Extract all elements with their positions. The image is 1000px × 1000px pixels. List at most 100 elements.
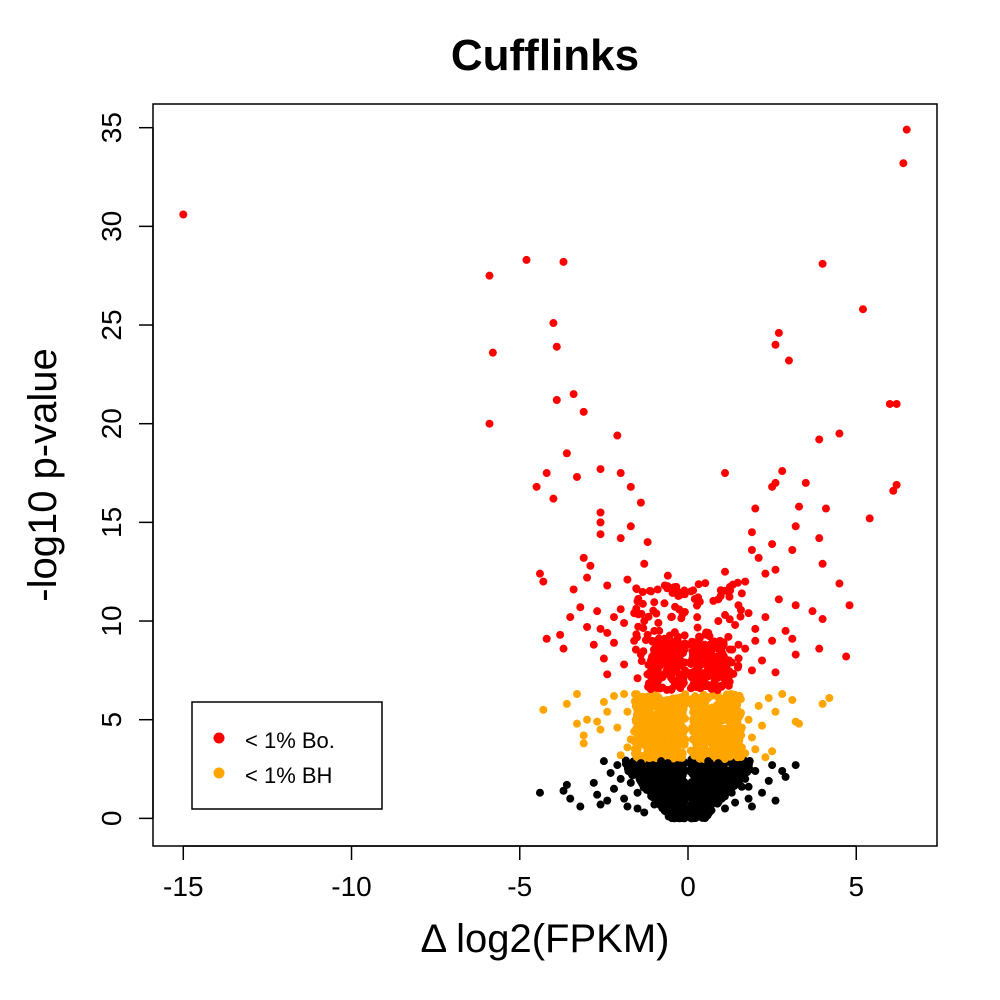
data-point-series-2 [559, 786, 568, 795]
data-point-series-0 [815, 644, 824, 653]
legend-marker-bh [213, 767, 225, 779]
data-point-series-0 [569, 390, 578, 399]
data-point-series-2 [646, 774, 655, 783]
data-point-series-0 [572, 472, 581, 481]
data-point-series-2 [660, 806, 669, 815]
data-point-series-0 [616, 605, 625, 614]
data-point-series-1 [673, 709, 682, 718]
data-point-series-0 [653, 585, 662, 594]
data-point-series-1 [694, 709, 703, 718]
data-point-series-1 [572, 719, 581, 728]
data-point-series-0 [784, 356, 793, 365]
data-point-series-1 [754, 701, 763, 710]
data-point-series-0 [579, 553, 588, 562]
data-point-series-0 [616, 534, 625, 543]
data-point-series-1 [764, 693, 773, 702]
data-point-series-1 [747, 733, 756, 742]
data-point-series-1 [653, 719, 662, 728]
data-point-series-0 [677, 676, 686, 685]
data-point-series-0 [751, 624, 760, 633]
y-tick-label: 15 [96, 507, 127, 538]
data-point-series-2 [687, 763, 696, 772]
bonferroni-cloud-point [699, 642, 708, 651]
data-point-series-0 [569, 585, 578, 594]
data-point-series-2 [771, 796, 780, 805]
bonferroni-cloud-point [637, 657, 646, 666]
data-point-series-0 [663, 571, 672, 580]
data-point-series-0 [583, 622, 592, 631]
data-point-series-0 [724, 632, 733, 641]
data-point-series-0 [596, 508, 605, 517]
background-point [679, 759, 688, 768]
data-point-series-1 [721, 715, 730, 724]
bh-cloud-point [689, 714, 698, 723]
bonferroni-cloud-point [692, 643, 701, 652]
data-point-series-1 [650, 699, 659, 708]
bh-cloud-point [715, 734, 724, 743]
bonferroni-cloud-point [721, 611, 730, 620]
data-point-series-2 [657, 757, 666, 766]
bonferroni-cloud-point [698, 682, 707, 691]
data-point-series-0 [650, 626, 659, 635]
data-point-series-0 [858, 305, 867, 314]
data-point-series-0 [623, 575, 632, 584]
data-point-series-2 [697, 774, 706, 783]
data-point-series-0 [603, 628, 612, 637]
data-point-series-0 [751, 504, 760, 513]
y-axis-label: -log10 p-value [21, 348, 65, 602]
data-point-series-0 [613, 431, 622, 440]
data-point-series-1 [697, 737, 706, 746]
data-point-series-1 [667, 703, 676, 712]
data-point-series-0 [791, 650, 800, 659]
bonferroni-cloud-point [680, 631, 689, 640]
bonferroni-cloud-point [717, 682, 726, 691]
data-point-series-2 [663, 759, 672, 768]
background-point [689, 779, 698, 788]
data-point-series-2 [677, 804, 686, 813]
data-point-series-0 [626, 482, 635, 491]
bonferroni-cloud-point [638, 588, 647, 597]
data-point-series-0 [714, 595, 723, 604]
background-point [743, 768, 752, 777]
data-point-series-0 [842, 652, 851, 661]
bonferroni-cloud-point [663, 654, 672, 663]
data-point-series-0 [663, 670, 672, 679]
bonferroni-cloud-point [663, 584, 672, 593]
data-point-series-0 [660, 634, 669, 643]
data-point-series-0 [892, 399, 901, 408]
data-point-series-0 [704, 628, 713, 637]
data-point-series-0 [552, 342, 561, 351]
data-point-series-0 [609, 638, 618, 647]
bonferroni-cloud-point [726, 586, 735, 595]
data-point-series-0 [636, 498, 645, 507]
y-tick-label: 10 [96, 605, 127, 636]
data-point-series-1 [825, 693, 834, 702]
data-point-series-0 [815, 435, 824, 444]
bh-cloud-point [664, 740, 673, 749]
bonferroni-cloud-point [680, 639, 689, 648]
x-tick-label: -10 [331, 871, 371, 902]
bh-cloud-point [730, 721, 739, 730]
data-point-series-1 [640, 721, 649, 730]
data-point-series-2 [640, 808, 649, 817]
data-point-series-2 [690, 792, 699, 801]
data-point-series-1 [714, 699, 723, 708]
data-point-series-1 [795, 719, 804, 728]
data-point-series-1 [737, 723, 746, 732]
data-point-series-0 [865, 514, 874, 523]
data-point-series-2 [636, 759, 645, 768]
data-point-series-1 [714, 741, 723, 750]
bonferroni-cloud-point [729, 669, 738, 678]
data-point-series-1 [694, 745, 703, 754]
bonferroni-cloud-point [679, 649, 688, 658]
bonferroni-cloud-point [668, 588, 677, 597]
bonferroni-cloud-point [716, 640, 725, 649]
data-point-series-2 [667, 778, 676, 787]
data-point-series-2 [680, 786, 689, 795]
data-point-series-2 [727, 788, 736, 797]
data-point-series-0 [552, 396, 561, 405]
data-point-series-0 [821, 504, 830, 513]
data-point-series-0 [596, 465, 605, 474]
data-point-series-2 [710, 794, 719, 803]
bonferroni-cloud-point [736, 612, 745, 621]
